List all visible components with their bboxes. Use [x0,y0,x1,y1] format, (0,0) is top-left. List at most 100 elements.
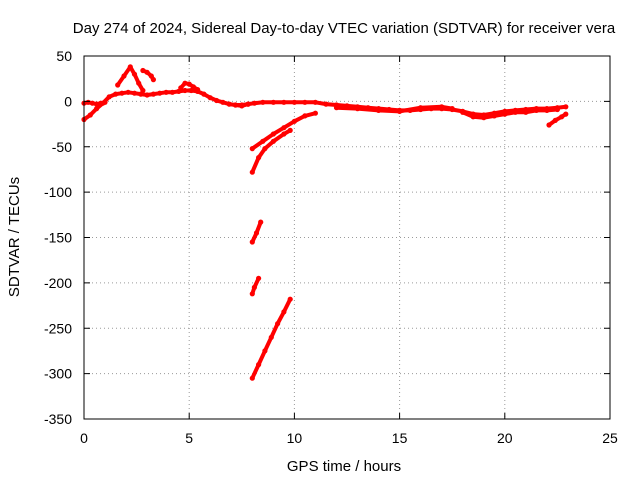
x-tick-label: 15 [392,430,408,446]
y-tick-label: 0 [64,93,72,109]
data-point [220,99,226,105]
data-point [157,90,163,96]
data-point [302,113,308,119]
y-tick-label: -50 [52,139,72,155]
y-axis-label: SDTVAR / TECUs [6,177,23,297]
series-long-drop [249,296,293,381]
x-axis-label: GPS time / hours [287,458,401,475]
data-point [262,146,268,152]
data-point [260,138,266,144]
data-point [106,94,112,100]
data-point [256,155,262,161]
x-tick-label: 0 [80,430,88,446]
y-tick-label: 50 [56,48,72,64]
y-tick-label: -100 [44,184,72,200]
data-point [113,91,119,97]
data-point [140,87,146,94]
data-point [121,73,127,79]
data-point [226,101,232,107]
y-tick-label: -150 [44,230,72,246]
data-point [150,77,156,83]
data-point [281,99,287,105]
data-point [291,118,297,124]
data-point [201,91,207,97]
data-point [533,107,540,113]
data-point [354,106,361,112]
data-point [249,291,255,297]
data-point [144,69,150,75]
data-point [102,99,108,105]
data-point [232,102,239,108]
data-point [169,89,175,95]
data-point [554,106,561,113]
data-point [291,99,297,105]
data-point [182,87,188,94]
data-point [270,131,276,137]
data-point [253,230,260,236]
series-band-12-16 [333,104,455,114]
data-point [186,81,192,87]
data-point [150,91,156,97]
series-arc-lower [249,127,293,175]
x-tick-label: 5 [185,430,193,446]
data-point [131,90,138,96]
data-point [182,80,188,86]
series-end-segment [546,111,569,128]
data-point [502,111,508,117]
data-point [262,348,268,354]
data-point [249,146,255,152]
data-point [470,114,476,120]
data-point [98,100,104,106]
ticks: 0 5 10 15 20 25 50 0 -50 -100 -150 -200 -250 -300 -350 [44,48,618,446]
data-point [249,375,255,381]
x-tick-label: 20 [497,430,513,446]
series-bump-5h [178,80,201,93]
series-trace [115,64,145,93]
data-point [270,138,276,144]
series-short-seg-205 [249,275,262,297]
data-point [449,106,455,112]
data-point [258,219,264,225]
data-point [163,89,169,95]
data-point [249,169,255,175]
data-point [376,107,382,113]
data-point [281,309,287,315]
data-point [559,114,565,120]
data-point [302,99,308,105]
data-point [140,67,146,74]
data-point [251,284,257,290]
data-point [333,105,340,111]
data-point [256,362,262,368]
data-point [89,100,95,106]
data-point [491,113,497,119]
series-spike-2h [115,64,146,94]
series-arc-upper [249,110,318,152]
data-point [195,87,201,93]
chart-title: Day 274 of 2024, Sidereal Day-to-day VTE… [73,20,616,37]
data-point [563,104,569,110]
data-point [544,107,550,113]
data-point [287,127,293,133]
data-point [312,110,318,116]
data-point [260,99,266,105]
data-point [119,90,125,96]
data-point [546,122,552,128]
data-point [245,101,251,107]
data-point [87,112,93,118]
data-point [214,97,220,104]
data-point [312,99,318,105]
data-point [268,334,274,340]
data-point [178,85,184,91]
data-point [281,125,287,131]
data-point [239,103,245,109]
data-point [563,111,569,117]
data-point [397,108,403,114]
data-point [323,101,329,107]
data-point [94,101,100,107]
x-tick-label: 25 [602,430,618,446]
series-band-18-23 [460,106,561,121]
data-point [439,104,445,110]
data-point [94,106,100,112]
data-point [207,95,213,101]
